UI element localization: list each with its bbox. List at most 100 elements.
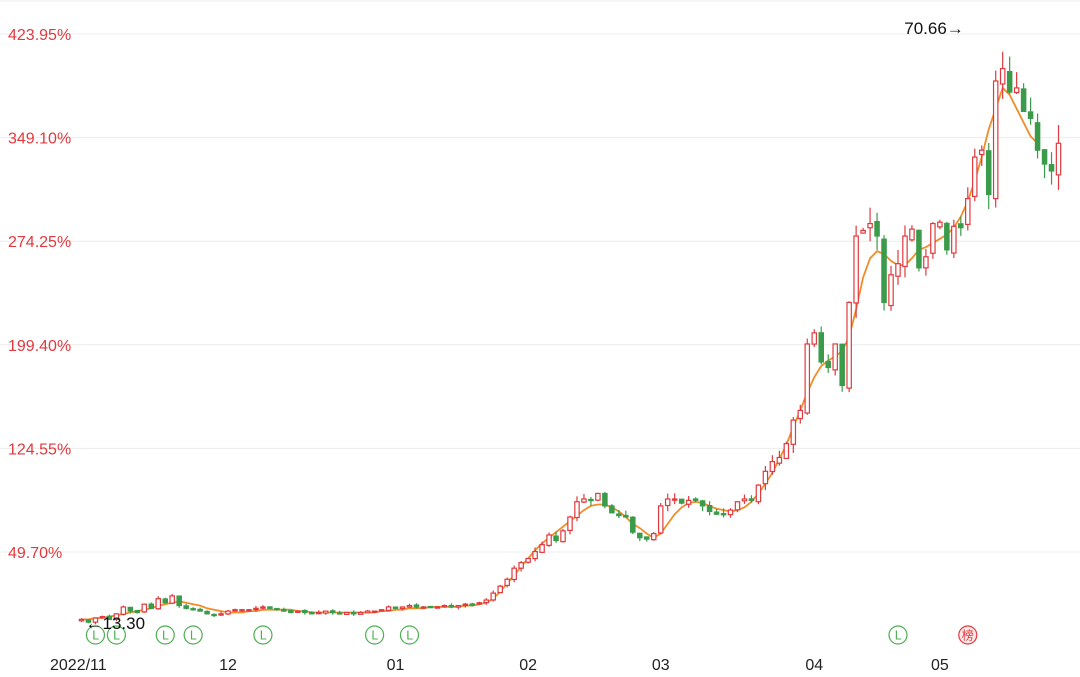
candle[interactable]	[525, 557, 531, 564]
candle[interactable]	[748, 495, 755, 503]
candle[interactable]	[448, 603, 455, 609]
candle[interactable]	[951, 219, 957, 258]
candle[interactable]	[371, 610, 378, 613]
candle[interactable]	[811, 329, 818, 347]
candle[interactable]	[972, 148, 978, 202]
candle[interactable]	[364, 609, 371, 614]
list-marker[interactable]: 榜	[958, 625, 978, 645]
candle[interactable]	[874, 212, 880, 251]
candle[interactable]	[1041, 149, 1048, 179]
candle[interactable]	[902, 225, 908, 278]
candle[interactable]	[1006, 56, 1013, 95]
candle[interactable]	[685, 496, 692, 508]
candle[interactable]	[85, 619, 92, 624]
l-marker[interactable]: L	[253, 625, 273, 645]
candle[interactable]	[490, 590, 496, 602]
candle[interactable]	[169, 593, 175, 605]
candle[interactable]	[127, 606, 134, 614]
candle[interactable]	[965, 187, 971, 231]
candle[interactable]	[155, 596, 162, 610]
candle[interactable]	[846, 301, 852, 393]
candle[interactable]	[134, 609, 141, 614]
candle[interactable]	[99, 615, 106, 619]
candle[interactable]	[427, 605, 434, 609]
candlestick-series[interactable]	[78, 51, 1062, 625]
candle[interactable]	[706, 501, 713, 516]
candle[interactable]	[162, 597, 168, 604]
candle[interactable]	[574, 496, 580, 522]
candle[interactable]	[385, 605, 392, 611]
candle[interactable]	[609, 504, 615, 514]
candle[interactable]	[469, 602, 476, 607]
candle[interactable]	[274, 607, 280, 611]
candle[interactable]	[120, 605, 127, 616]
candle[interactable]	[790, 417, 797, 453]
candle[interactable]	[483, 598, 490, 605]
candle[interactable]	[504, 577, 510, 588]
candle[interactable]	[888, 265, 894, 311]
candle[interactable]	[253, 605, 259, 612]
candle[interactable]	[909, 225, 915, 242]
candle[interactable]	[462, 602, 469, 608]
candle[interactable]	[497, 584, 503, 594]
candle[interactable]	[650, 531, 657, 541]
candle[interactable]	[678, 498, 685, 505]
candle[interactable]	[930, 222, 936, 259]
candle[interactable]	[595, 492, 601, 502]
candle[interactable]	[176, 595, 182, 608]
candle[interactable]	[260, 605, 266, 610]
candle[interactable]	[958, 216, 964, 236]
candle[interactable]	[1013, 72, 1020, 94]
candle[interactable]	[211, 613, 217, 617]
candle[interactable]	[895, 249, 901, 285]
candle[interactable]	[336, 610, 343, 615]
candle[interactable]	[853, 225, 859, 318]
candle[interactable]	[309, 611, 315, 615]
candle[interactable]	[539, 541, 545, 554]
candle[interactable]	[1055, 125, 1062, 190]
candle[interactable]	[406, 603, 413, 608]
l-marker[interactable]: L	[183, 625, 203, 645]
candle[interactable]	[692, 497, 699, 503]
candle[interactable]	[671, 493, 678, 505]
candle[interactable]	[657, 503, 664, 535]
candle[interactable]	[141, 603, 148, 613]
candle[interactable]	[581, 493, 587, 504]
candle[interactable]	[197, 607, 203, 612]
candle[interactable]	[204, 610, 210, 615]
candle[interactable]	[113, 613, 120, 622]
candle[interactable]	[762, 465, 769, 491]
candle[interactable]	[804, 338, 811, 415]
candle[interactable]	[455, 604, 462, 610]
candle[interactable]	[713, 508, 720, 515]
candle[interactable]	[644, 536, 650, 542]
candle[interactable]	[741, 494, 748, 504]
candle[interactable]	[832, 343, 838, 376]
candle[interactable]	[148, 602, 155, 610]
candle[interactable]	[818, 326, 824, 365]
candle[interactable]	[232, 608, 238, 612]
candle[interactable]	[999, 51, 1006, 99]
l-marker[interactable]: L	[106, 625, 126, 645]
candle[interactable]	[560, 528, 566, 543]
candle[interactable]	[343, 611, 350, 616]
candle[interactable]	[329, 609, 336, 615]
candle[interactable]	[399, 606, 406, 611]
candle[interactable]	[288, 609, 294, 614]
candle[interactable]	[239, 609, 245, 612]
candle[interactable]	[623, 510, 629, 518]
candle[interactable]	[246, 609, 252, 613]
l-marker[interactable]: L	[364, 625, 385, 645]
candle[interactable]	[567, 515, 573, 535]
candle[interactable]	[734, 501, 741, 513]
candle[interactable]	[699, 499, 706, 512]
candle[interactable]	[392, 606, 399, 610]
candle[interactable]	[225, 609, 231, 616]
candle[interactable]	[783, 441, 790, 460]
l-marker[interactable]: L	[155, 625, 175, 645]
candle[interactable]	[664, 493, 671, 512]
candle[interactable]	[867, 207, 873, 242]
candle[interactable]	[295, 610, 301, 613]
